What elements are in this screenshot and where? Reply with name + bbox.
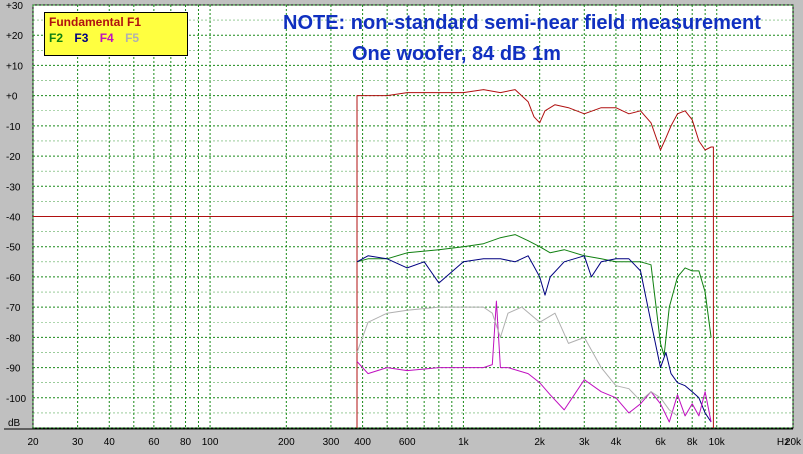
x-tick-label: 600	[399, 437, 416, 448]
y-tick-label: -100	[6, 394, 26, 405]
x-tick-label: 60	[148, 437, 160, 448]
x-tick-label: 100	[202, 437, 219, 448]
series-line-1	[356, 89, 714, 428]
series-line-2	[356, 234, 712, 356]
legend-entry-f5: F5	[125, 31, 140, 45]
x-tick-label: 10k	[709, 437, 726, 448]
legend-entry-f3: F3	[74, 31, 89, 45]
x-tick-label: 200	[278, 437, 295, 448]
x-tick-label: 2k	[534, 437, 546, 448]
series-line-5	[356, 306, 678, 417]
y-tick-label: -30	[6, 182, 21, 193]
x-tick-label: 3k	[579, 437, 591, 448]
x-tick-label: 20	[27, 437, 39, 448]
x-tick-label: 40	[104, 437, 116, 448]
y-tick-label: -60	[6, 273, 21, 284]
x-tick-label: 4k	[611, 437, 623, 448]
legend-row-harmonics: F2 F3 F4 F5	[49, 30, 183, 46]
y-tick-label: -50	[6, 243, 21, 254]
legend-box: Fundamental F1 F2 F3 F4 F5	[44, 12, 188, 56]
y-tick-label: -70	[6, 303, 21, 314]
y-tick-label: -20	[6, 152, 21, 163]
x-axis-label: Hz	[777, 437, 789, 448]
x-tick-label: 8k	[687, 437, 699, 448]
annotation-note: NOTE: non-standard semi-near field measu…	[283, 12, 761, 34]
y-tick-label: +10	[6, 61, 23, 72]
x-tick-label: 80	[180, 437, 192, 448]
series-line-4	[356, 300, 712, 423]
legend-entry-f2: F2	[49, 31, 64, 45]
y-tick-label: -40	[6, 213, 21, 224]
x-tick-label: 1k	[458, 437, 470, 448]
x-tick-label: 300	[323, 437, 340, 448]
x-tick-label: 6k	[655, 437, 667, 448]
y-tick-label: -80	[6, 333, 21, 344]
annotation-woofer: One woofer, 84 dB 1m	[352, 43, 561, 65]
series-line-3	[356, 255, 712, 423]
y-tick-label: -10	[6, 122, 21, 133]
y-axis-label: dB	[8, 418, 21, 429]
legend-entry-f4: F4	[99, 31, 114, 45]
x-tick-label: 400	[354, 437, 371, 448]
y-tick-label: +20	[6, 31, 23, 42]
y-tick-label: +30	[6, 1, 23, 12]
x-tick-label: 20k	[785, 437, 802, 448]
x-tick-label: 30	[72, 437, 84, 448]
legend-entry-fundamental: Fundamental F1	[49, 15, 142, 29]
y-tick-label: +0	[6, 92, 18, 103]
y-tick-label: -90	[6, 364, 21, 375]
